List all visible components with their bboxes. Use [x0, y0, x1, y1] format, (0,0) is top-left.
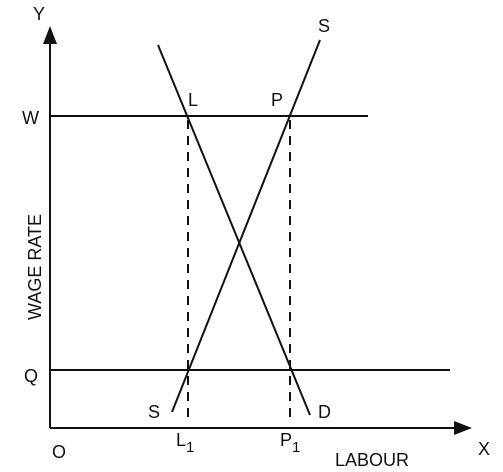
subscript: 1 — [186, 439, 194, 456]
x-point-l1: L1 — [176, 430, 194, 456]
demand-label: D — [318, 402, 331, 422]
point-l: L — [188, 90, 198, 110]
x-axis-letter: X — [478, 439, 490, 459]
point-p: P — [271, 90, 283, 110]
letter: L — [176, 430, 186, 450]
supply-curve — [171, 39, 321, 413]
x-arrow — [454, 421, 472, 435]
x-point-p1: P1 — [280, 430, 300, 456]
level-w: W — [22, 108, 39, 128]
demand-curve — [157, 44, 311, 416]
letter: P — [280, 430, 292, 450]
y-axis-letter: Y — [33, 4, 45, 24]
y-arrow — [43, 26, 57, 44]
subscript: 1 — [292, 439, 300, 456]
supply-label-bottom: S — [148, 402, 160, 422]
y-axis-title: WAGE RATE — [25, 214, 45, 320]
x-axis-title: LABOUR — [335, 450, 409, 470]
supply-label-top: S — [318, 16, 330, 36]
level-q: Q — [24, 366, 38, 386]
origin-label: O — [52, 442, 66, 462]
